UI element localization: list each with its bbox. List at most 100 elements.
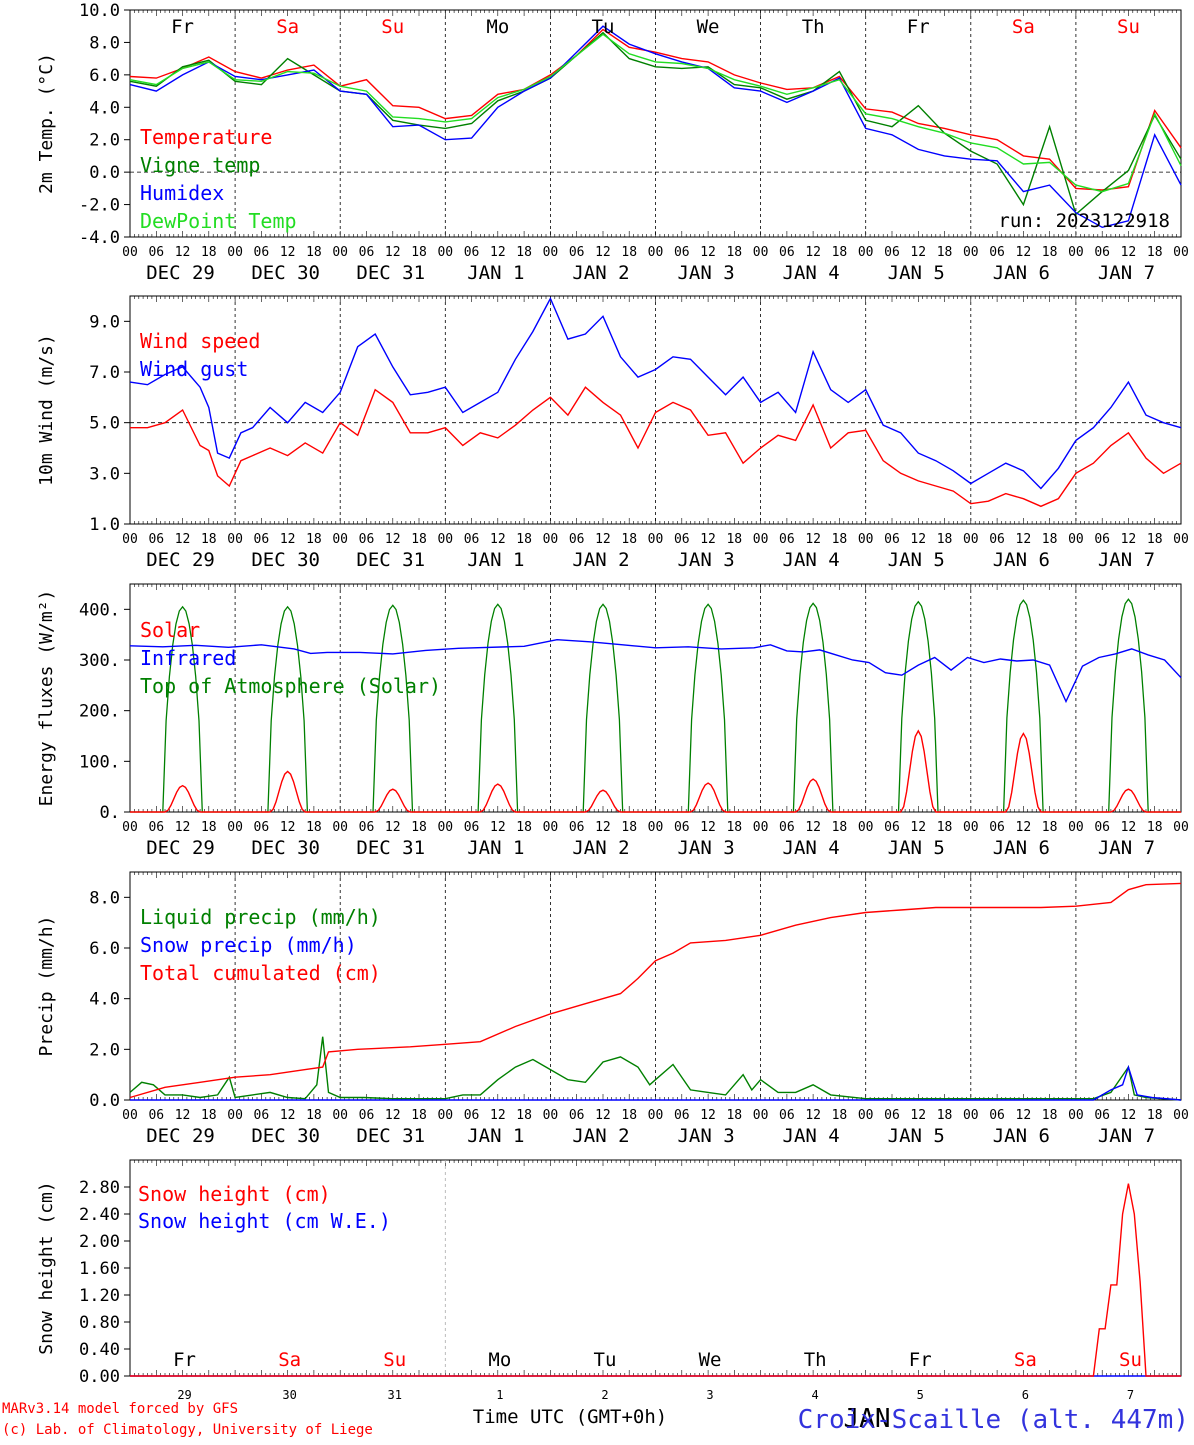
y-tick-label: 300. — [79, 651, 120, 671]
hour-label: 00 — [332, 820, 348, 835]
hour-label: 00 — [227, 245, 243, 260]
date-label: JAN 7 — [1098, 262, 1155, 284]
hour-label: 12 — [490, 820, 506, 835]
hour-label: 06 — [884, 1108, 900, 1123]
date-label: JAN 7 — [1098, 837, 1155, 859]
day-number: 5 — [917, 1388, 924, 1402]
hour-label: 06 — [464, 1108, 480, 1123]
weekday-label: Fr — [171, 16, 194, 38]
legend-entry: Infrared — [140, 646, 236, 670]
y-tick-label: 4.0 — [89, 98, 120, 118]
hour-label: 06 — [148, 820, 164, 835]
hour-label: 12 — [385, 245, 401, 260]
hour-label: 00 — [543, 532, 559, 547]
date-label: JAN 1 — [467, 1125, 524, 1147]
weekday-label: Sa — [276, 16, 299, 38]
hour-label: 00 — [753, 245, 769, 260]
hour-label: 06 — [1094, 245, 1110, 260]
hour-label: 00 — [543, 820, 559, 835]
series-line-dewpoint-temp — [129, 33, 1182, 193]
hour-label: 00 — [753, 1108, 769, 1123]
hour-label: 00 — [1068, 245, 1084, 260]
legend-entry: DewPoint Temp — [140, 209, 297, 233]
y-axis-label: 2m Temp. (°C) — [36, 53, 57, 194]
series-line-total-cumulated-cm- — [129, 882, 1182, 1099]
y-tick-label: 2.0 — [89, 131, 120, 151]
weekday-label: Fr — [909, 1349, 932, 1371]
date-label: DEC 31 — [356, 1125, 425, 1147]
day-number: 2 — [601, 1388, 608, 1402]
x-axis-label: Time UTC (GMT+0h) — [473, 1406, 667, 1428]
hour-label: 06 — [464, 820, 480, 835]
hour-label: 18 — [201, 245, 217, 260]
hour-label: 06 — [1094, 1108, 1110, 1123]
hour-label: 12 — [490, 245, 506, 260]
series-line-liquid-precip-mm-h- — [129, 1036, 1182, 1101]
hour-label: 18 — [832, 245, 848, 260]
hour-label: 12 — [490, 532, 506, 547]
hour-label: 00 — [543, 245, 559, 260]
day-number: 31 — [388, 1388, 402, 1402]
weekday-label: Sa — [1014, 1349, 1037, 1371]
hour-label: 06 — [359, 820, 375, 835]
hour-label: 18 — [306, 1108, 322, 1123]
date-label: JAN 1 — [467, 837, 524, 859]
lab-credit: (c) Lab. of Climatology, University of L… — [2, 1422, 373, 1438]
hour-label: 18 — [516, 245, 532, 260]
footer: MARv3.14 model forced by GFS (c) Lab. of … — [2, 1401, 1189, 1438]
panel-3: 400. 300. 200. 100. 0. Energy fluxes (W/m²) 00… — [36, 583, 1189, 859]
hour-label: 00 — [332, 1108, 348, 1123]
hour-label: 18 — [621, 245, 637, 260]
hour-label: 06 — [359, 532, 375, 547]
hour-label: 12 — [700, 245, 716, 260]
hour-label: 06 — [254, 245, 270, 260]
hour-label: 12 — [280, 245, 296, 260]
x-ticks — [129, 10, 1182, 237]
hour-label: 00 — [858, 245, 874, 260]
y-tick-label: 7.0 — [89, 363, 120, 383]
hour-label: 18 — [201, 1108, 217, 1123]
y-tick-label: 6.0 — [89, 939, 120, 959]
y-tick-label: 200. — [79, 702, 120, 722]
weekday-label: Su — [1117, 16, 1140, 38]
hour-label: 06 — [989, 1108, 1005, 1123]
hour-label: 12 — [805, 532, 821, 547]
date-label: DEC 30 — [251, 262, 320, 284]
hour-label: 12 — [385, 1108, 401, 1123]
day-number: 4 — [812, 1388, 819, 1402]
y-tick-label: 0. — [100, 803, 120, 823]
weekday-label: We — [697, 16, 720, 38]
series-line-solar — [130, 729, 1181, 813]
date-label: JAN 4 — [783, 262, 840, 284]
series-line-infrared — [129, 638, 1182, 704]
hour-label: 18 — [201, 532, 217, 547]
y-tick-label: 0.80 — [79, 1313, 120, 1333]
weekday-label: Su — [1119, 1349, 1142, 1371]
hour-label: 06 — [148, 245, 164, 260]
hour-label: 06 — [674, 1108, 690, 1123]
hour-label: 06 — [569, 245, 585, 260]
date-label: JAN 7 — [1098, 1125, 1155, 1147]
y-tick-label: 400. — [79, 600, 120, 620]
hour-label: 00 — [963, 245, 979, 260]
hour-label: 06 — [254, 1108, 270, 1123]
date-label: JAN 2 — [572, 549, 629, 571]
day-number: 29 — [177, 1388, 191, 1402]
hour-label: 06 — [884, 245, 900, 260]
panel-1: 10.0 8.0 6.0 4.0 2.0 0.0 -2.0 -4.0 2m Temp. (°C)… — [36, 1, 1189, 284]
y-tick-label: 1.0 — [89, 515, 120, 535]
weekday-label: Su — [381, 16, 404, 38]
series-line-wind-speed — [130, 386, 1182, 508]
station-name: Croix-Scaille (alt. 447m) — [798, 1405, 1189, 1435]
series-line-temperature — [129, 28, 1182, 191]
hour-label: 18 — [832, 1108, 848, 1123]
hour-label: 18 — [516, 820, 532, 835]
hour-label: 18 — [726, 1108, 742, 1123]
date-label: DEC 31 — [356, 837, 425, 859]
hour-label: 12 — [1121, 245, 1137, 260]
hour-label: 06 — [569, 820, 585, 835]
hour-label: 18 — [937, 1108, 953, 1123]
hour-label: 06 — [779, 820, 795, 835]
y-tick-label: 8.0 — [89, 888, 120, 908]
